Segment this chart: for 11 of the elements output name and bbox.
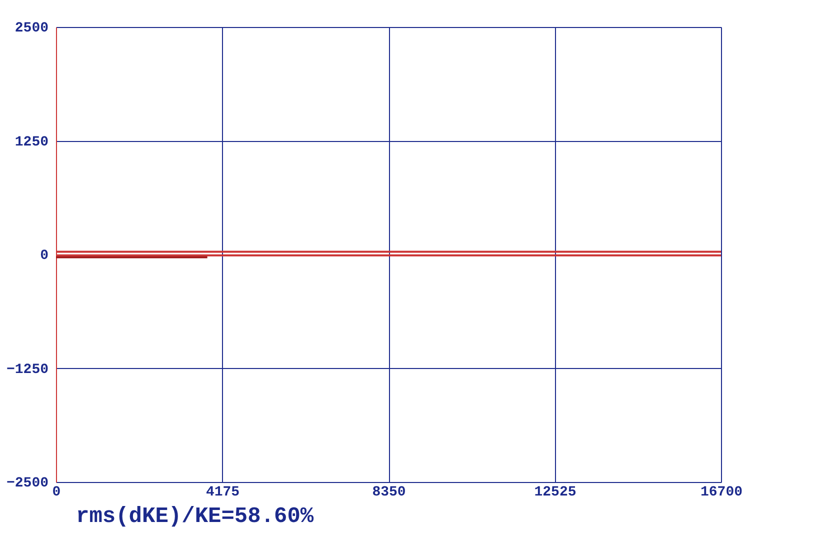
x-tick-label: 4175 — [206, 484, 240, 500]
x-tick-label: 8350 — [372, 484, 406, 500]
text: rms(dKE)/KE=58.60% — [76, 504, 314, 529]
x-tick-label: 16700 — [700, 484, 743, 500]
x-tick-label: 0 — [52, 484, 61, 500]
x-tick-label: 12525 — [534, 484, 576, 500]
y-tick-label: 1250 — [14, 134, 48, 150]
y-tick-label: 2500 — [14, 20, 48, 36]
y-tick-label: −1250 — [6, 362, 48, 378]
y-tick-label: 0 — [40, 248, 48, 264]
y-tick-label: −2500 — [6, 476, 48, 492]
